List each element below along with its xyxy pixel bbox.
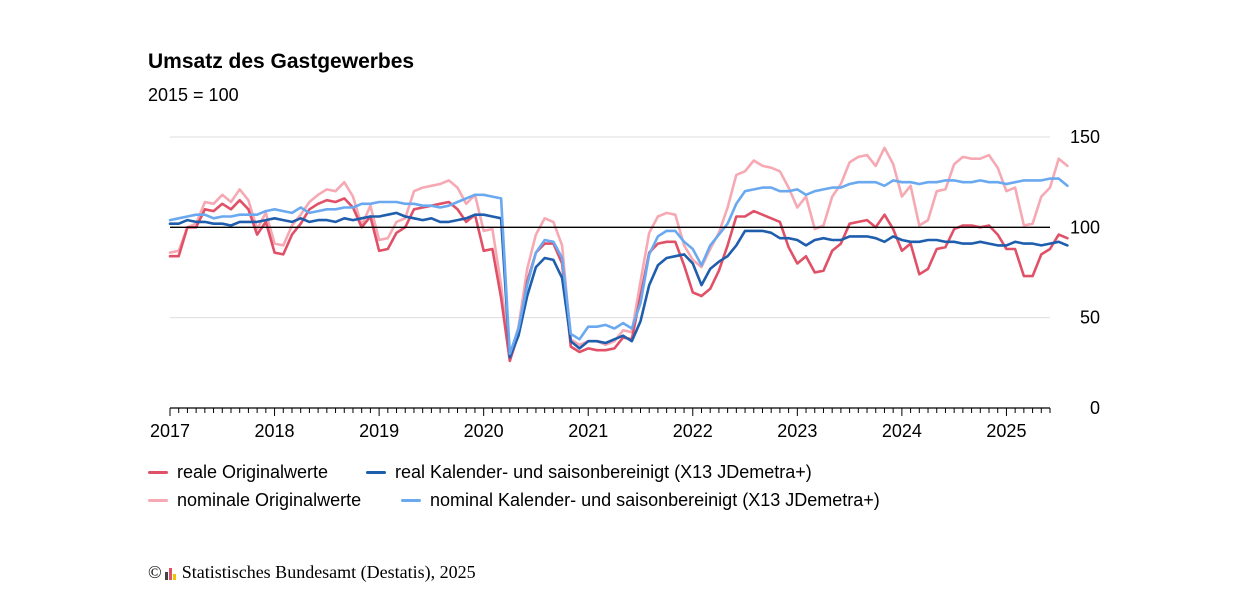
legend-label-nominal-adjusted: nominal Kalender- und saisonbereinigt (X… <box>430 490 880 510</box>
legend-item-nominal-adjusted: nominal Kalender- und saisonbereinigt (X… <box>401 490 880 511</box>
series-line-0 <box>168 146 1069 359</box>
copyright-symbol: © <box>148 562 162 582</box>
y-tick-label: 150 <box>1070 127 1100 147</box>
legend-swatch-nominal-adjusted <box>401 499 421 502</box>
x-tick-label: 2017 <box>150 421 190 441</box>
chart-title: Umsatz des Gastgewerbes <box>148 50 415 73</box>
line-chart: 0 50 100 150 2017 2018 2019 2020 2021 2022 2023 202… <box>150 127 1100 441</box>
legend-item-real-original: reale Originalwerte <box>148 462 328 483</box>
x-tick-label: 2020 <box>464 421 504 441</box>
legend-item-nominal-original: nominale Originalwerte <box>148 490 361 511</box>
x-tick-label: 2023 <box>777 421 817 441</box>
y-tick-label: 0 <box>1090 398 1100 418</box>
legend-swatch-nominal-original <box>148 499 168 502</box>
source-note: © Statistisches Bundesamt (Destatis), 20… <box>148 562 476 583</box>
series-line-3 <box>168 177 1069 356</box>
legend-label-real-original: reale Originalwerte <box>177 462 329 482</box>
y-tick-label: 100 <box>1070 217 1100 237</box>
legend-swatch-real-adjusted <box>366 471 386 474</box>
x-tick-label: 2025 <box>986 421 1026 441</box>
chart-subtitle: 2015 = 100 <box>148 85 239 105</box>
legend-item-real-adjusted: real Kalender- und saisonbereinigt (X13 … <box>366 462 812 483</box>
series-line-1 <box>168 197 1069 363</box>
x-tick-label: 2018 <box>255 421 295 441</box>
legend-swatch-real-original <box>148 471 168 474</box>
source-text: Statistisches Bundesamt (Destatis), 2025 <box>181 562 476 582</box>
series-line-2 <box>168 211 1069 359</box>
x-tick-label: 2024 <box>882 421 922 441</box>
x-tick-label: 2021 <box>568 421 608 441</box>
x-tick-label: 2022 <box>673 421 713 441</box>
legend-label-nominal-original: nominale Originalwerte <box>177 490 362 510</box>
destatis-logo-icon <box>164 566 177 580</box>
y-tick-label: 50 <box>1080 308 1100 328</box>
x-tick-label: 2019 <box>359 421 399 441</box>
legend-label-real-adjusted: real Kalender- und saisonbereinigt (X13 … <box>395 462 812 482</box>
